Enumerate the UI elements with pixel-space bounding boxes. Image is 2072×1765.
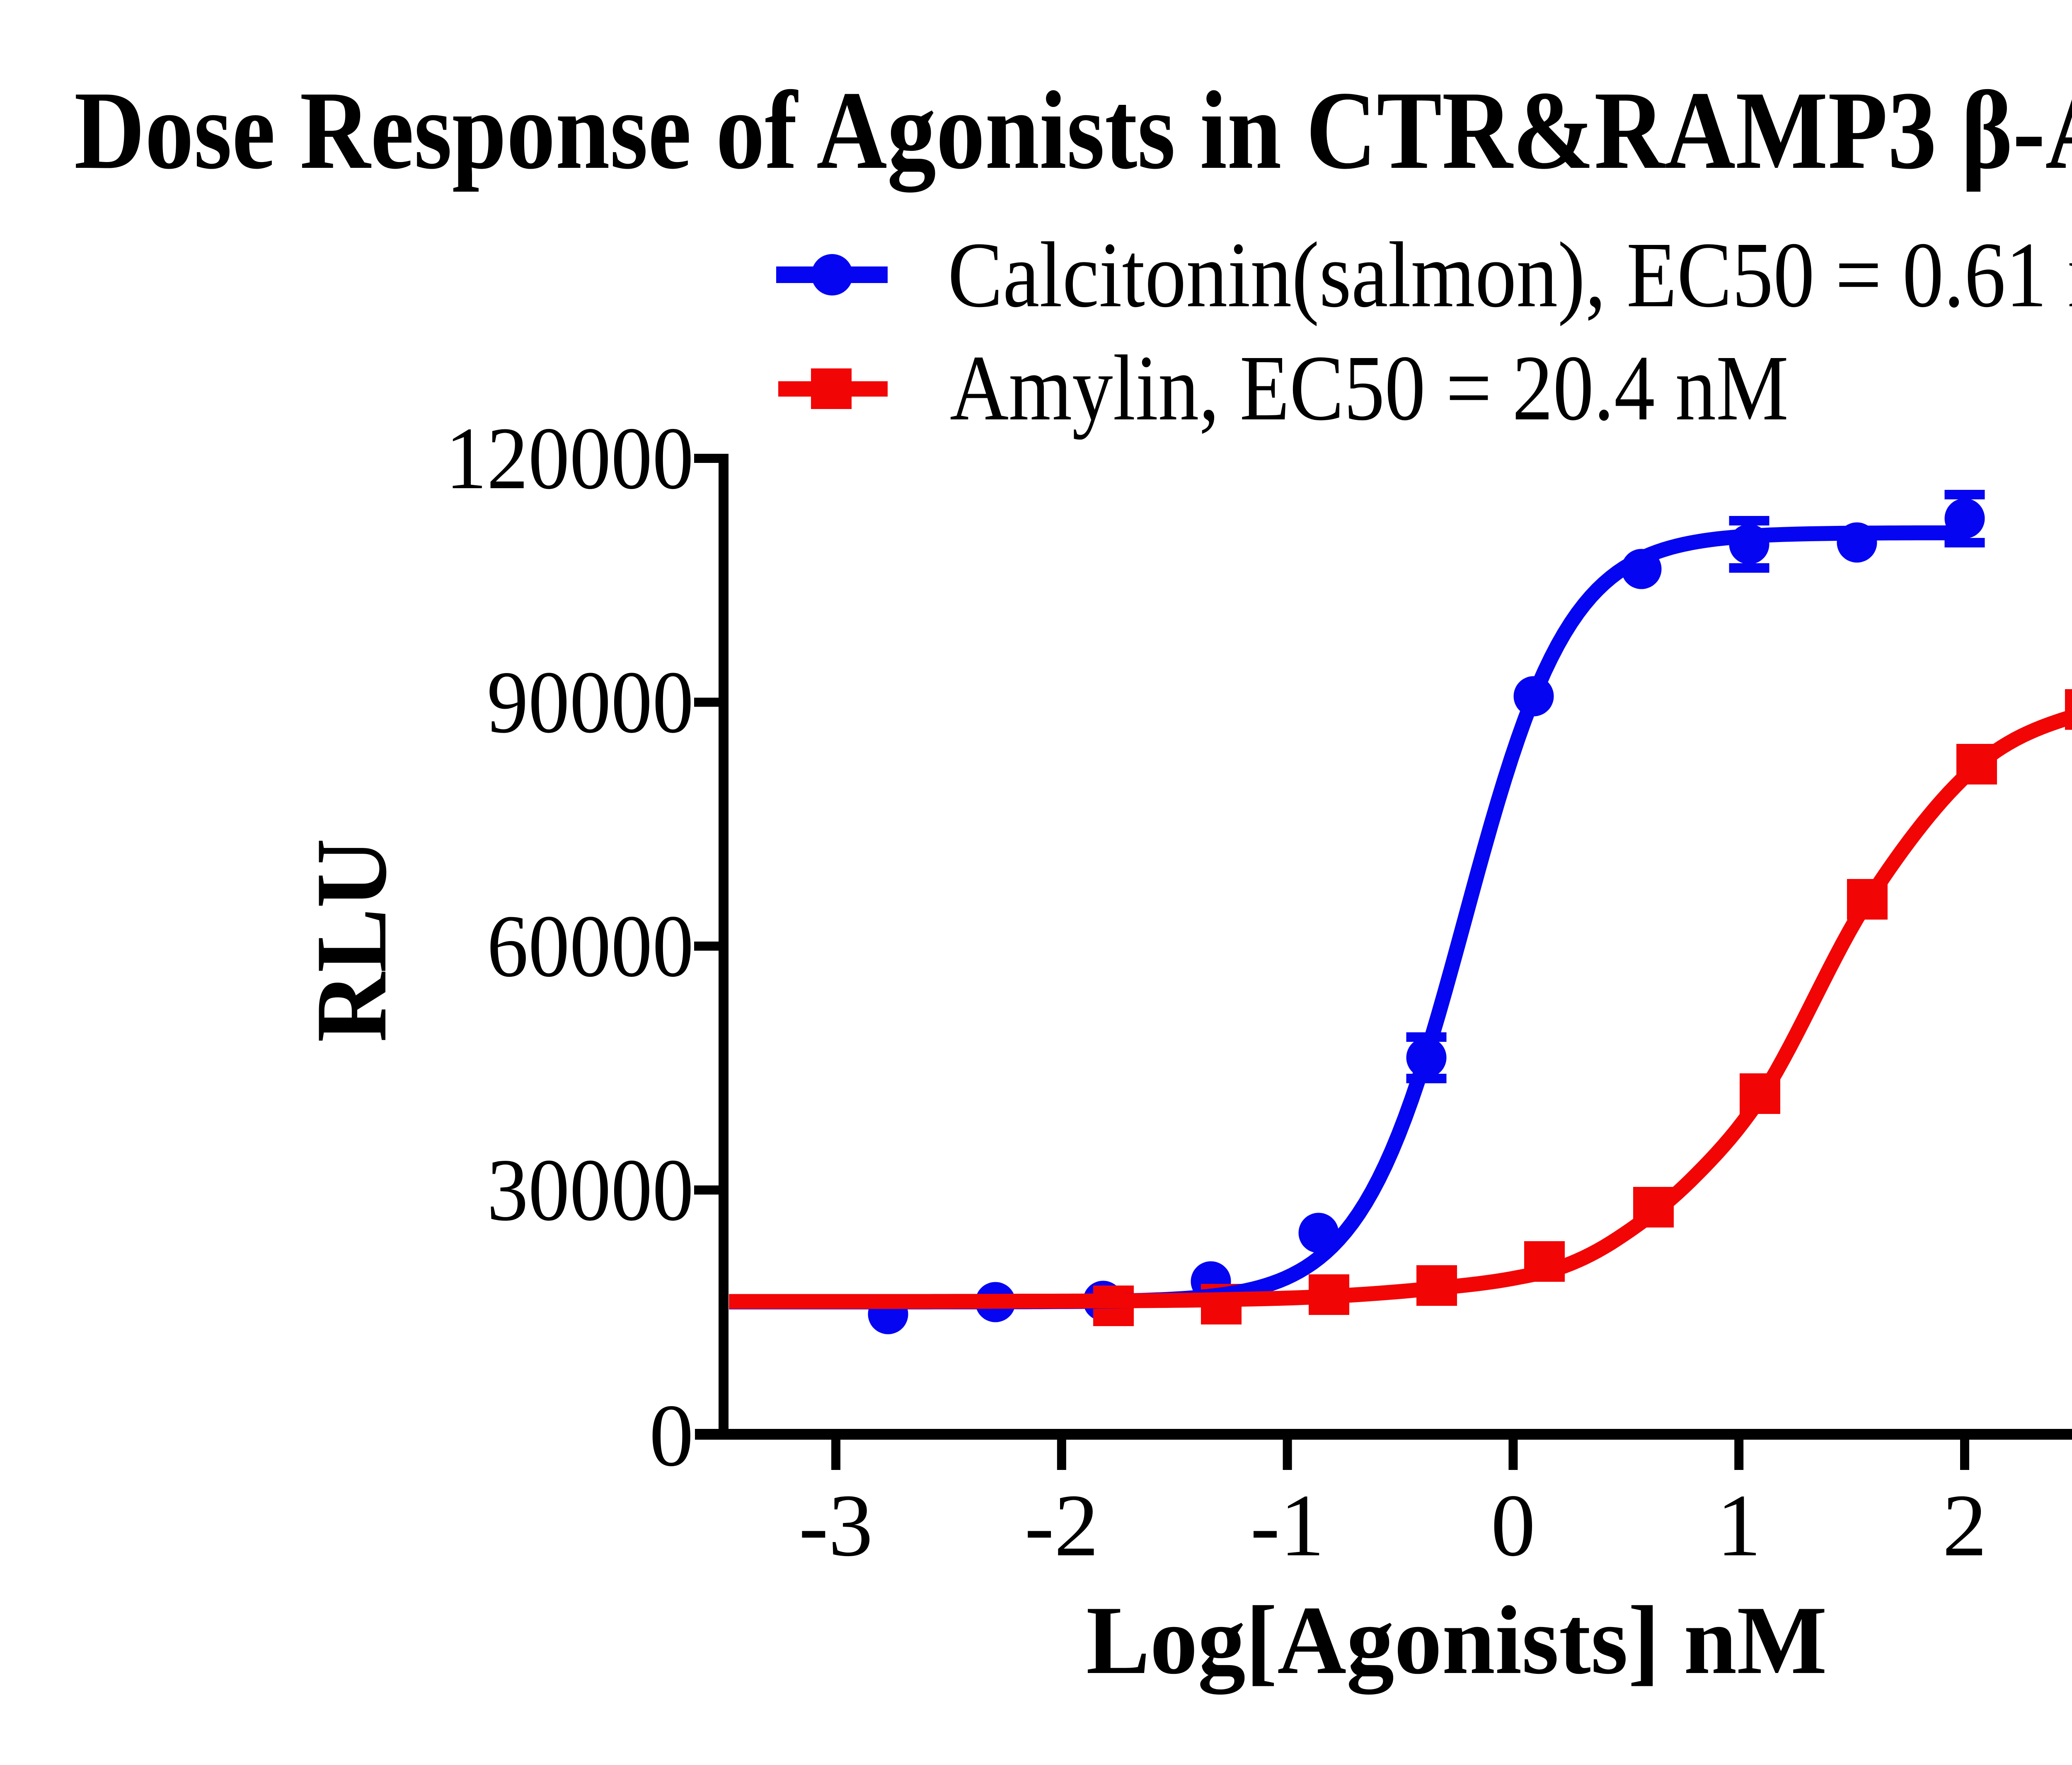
svg-text:1: 1 (1716, 1476, 1761, 1575)
svg-text:Log[Agonists] nM: Log[Agonists] nM (1086, 1586, 1827, 1695)
svg-text:90000: 90000 (487, 653, 694, 752)
svg-text:Calcitonin(salmon), EC50 = 0.6: Calcitonin(salmon), EC50 = 0.61 nM (948, 223, 2072, 327)
svg-text:2: 2 (1942, 1476, 1987, 1575)
svg-text:60000: 60000 (487, 896, 694, 995)
svg-text:-2: -2 (1024, 1476, 1099, 1575)
svg-text:Amylin, EC50 = 20.4 nM: Amylin, EC50 = 20.4 nM (950, 336, 1789, 440)
svg-text:-1: -1 (1250, 1476, 1324, 1575)
svg-text:Dose Response of Agonists in C: Dose Response of Agonists in CTR&RAMP3 β… (74, 68, 2072, 194)
svg-text:0: 0 (649, 1386, 694, 1485)
svg-text:0: 0 (1491, 1476, 1536, 1575)
svg-text:RLU: RLU (295, 838, 407, 1042)
svg-text:-3: -3 (799, 1476, 873, 1575)
svg-text:30000: 30000 (487, 1140, 694, 1240)
svg-text:120000: 120000 (445, 409, 694, 508)
